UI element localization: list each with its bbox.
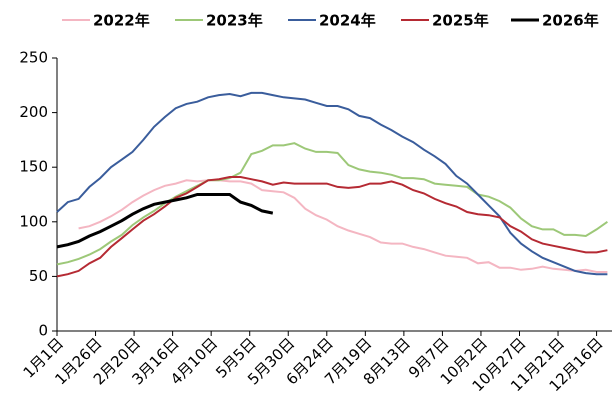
series-line [56,91,608,276]
series-line [56,193,274,249]
legend-label: 2025年 [432,12,489,30]
legend-label: 2023年 [206,12,263,30]
y-tick-label: 0 [38,322,48,340]
series-line [56,176,608,278]
series-line [78,179,608,273]
legend-label: 2022年 [93,12,150,30]
series-line [56,142,608,266]
y-tick-label: 200 [19,103,48,121]
legend: 2022年 2023年 2024年 2025年 2026年 [62,12,599,30]
y-tick-label: 50 [29,267,48,285]
legend-label: 2024年 [319,12,376,30]
y-tick-label: 150 [19,158,48,176]
legend-label: 2026年 [542,12,599,30]
y-tick-label: 100 [19,212,48,230]
y-tick-label: 250 [19,49,48,67]
